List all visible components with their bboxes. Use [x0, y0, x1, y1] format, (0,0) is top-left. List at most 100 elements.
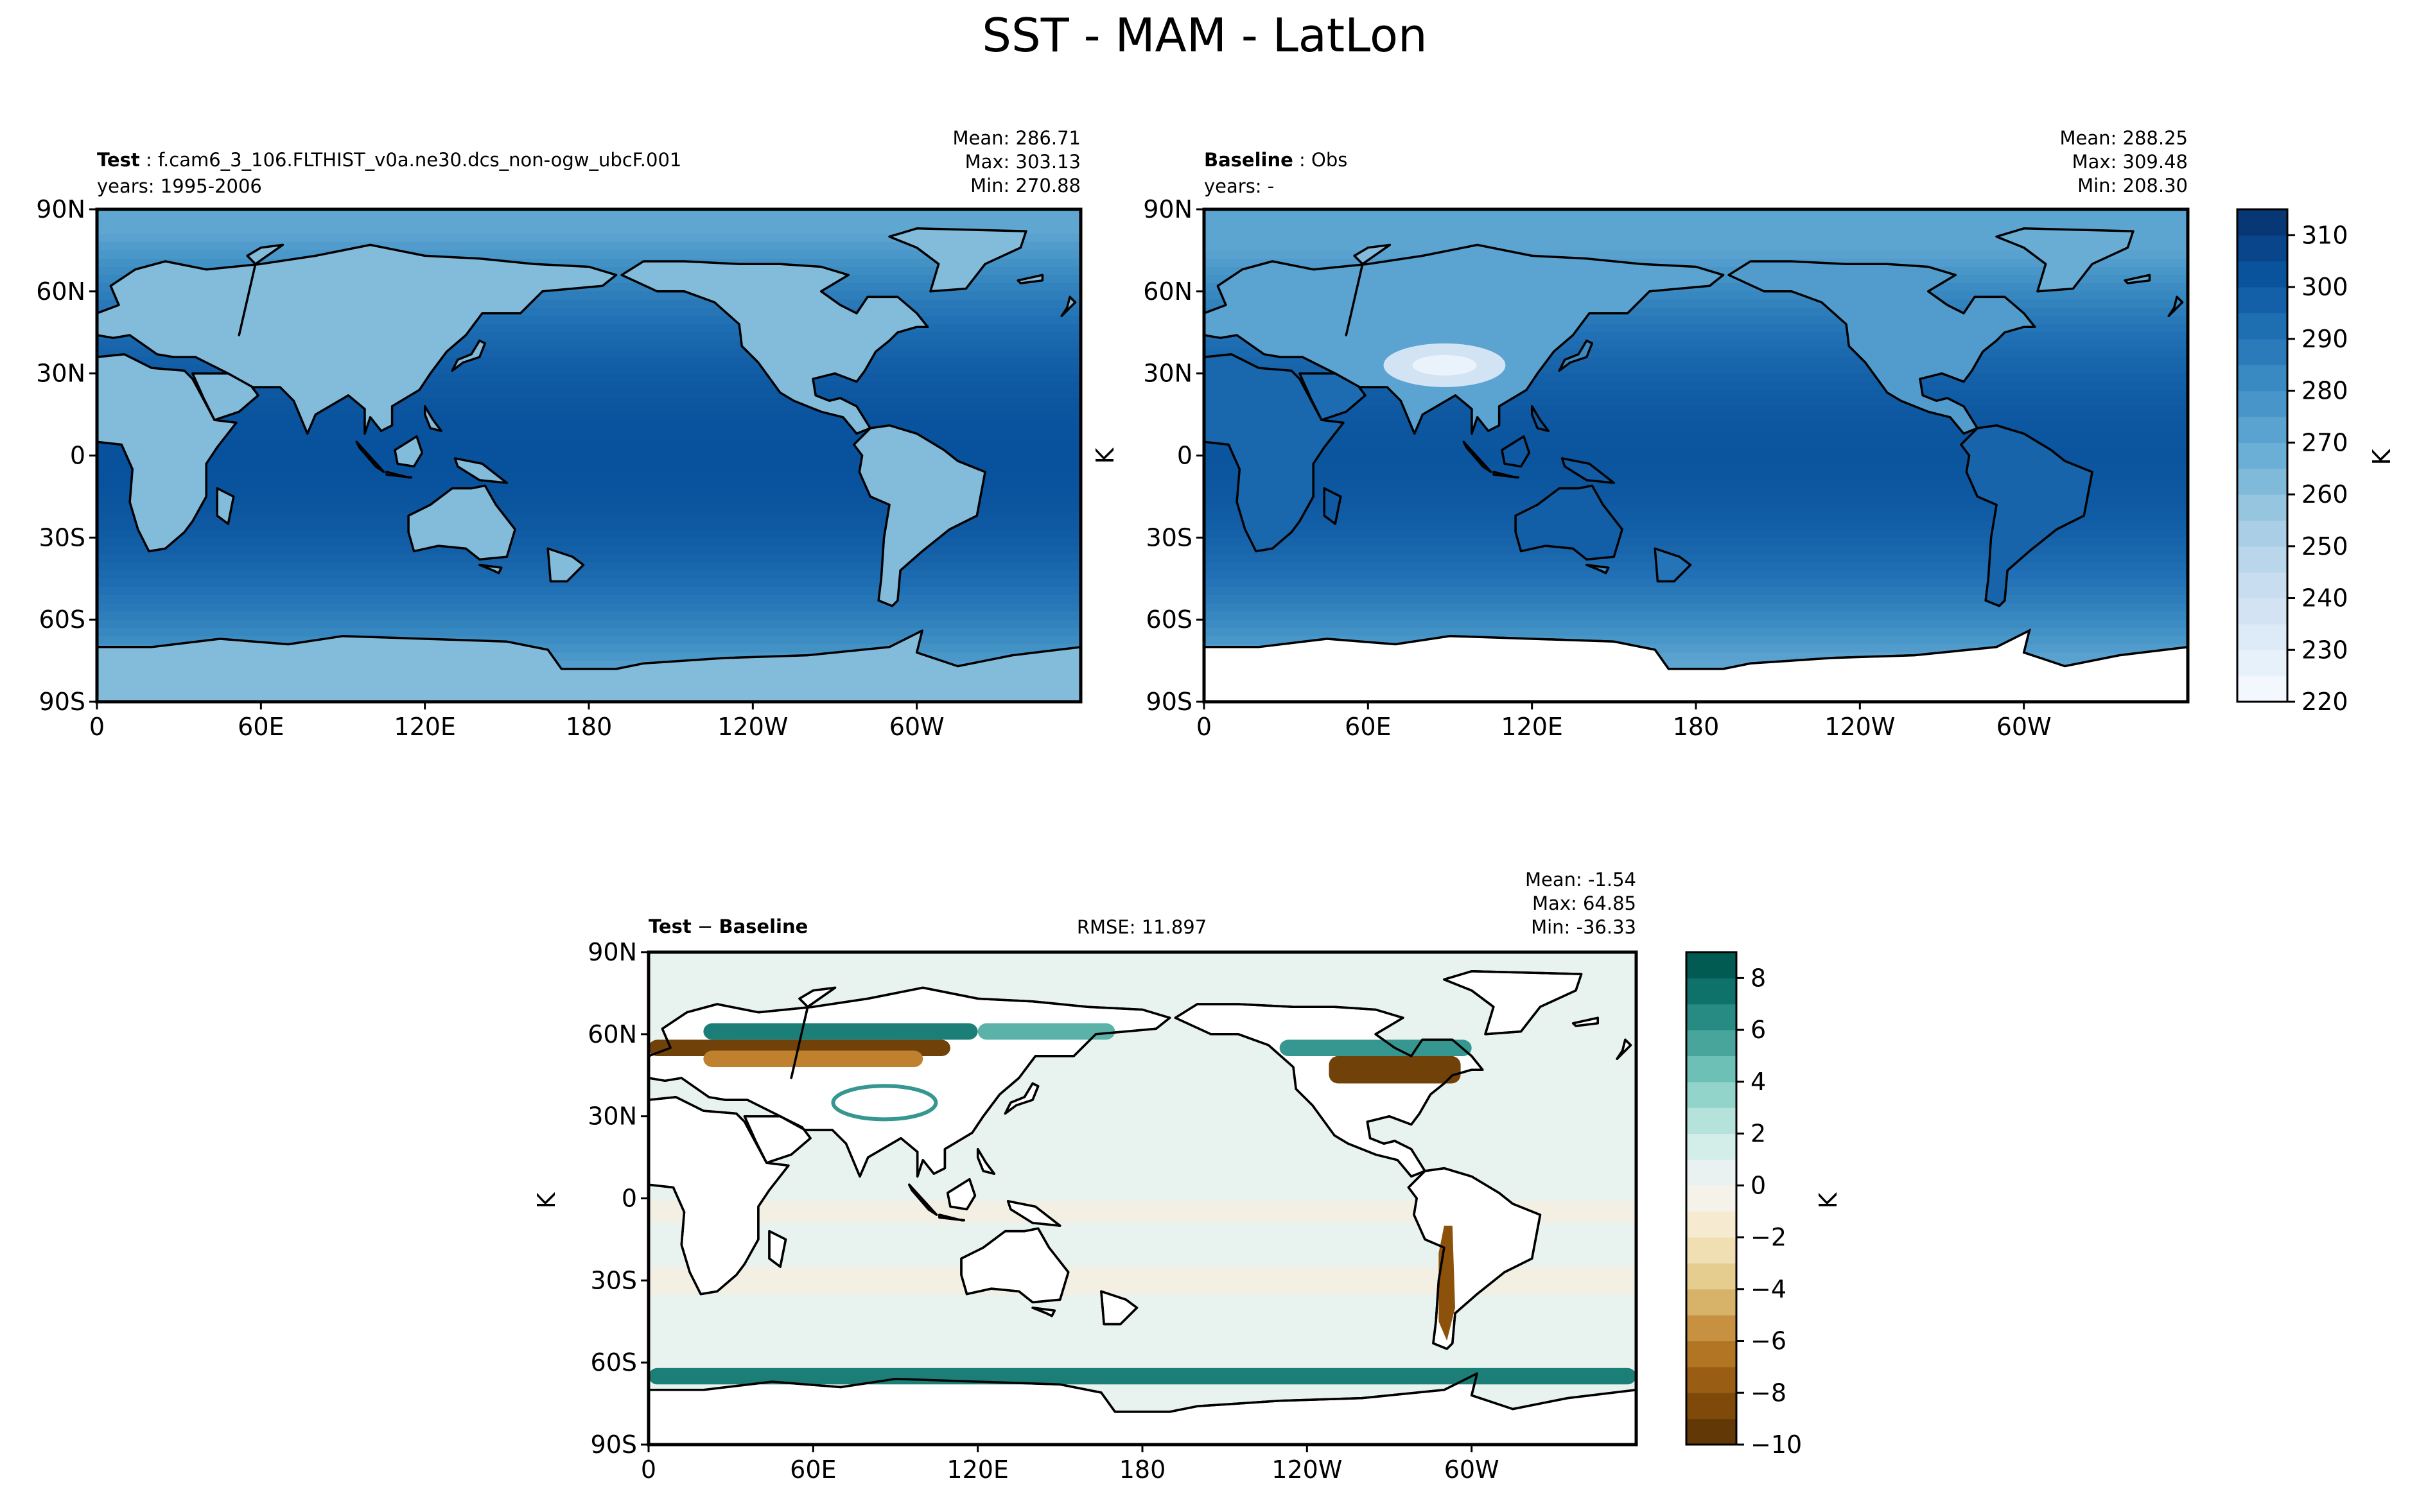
- baseline-field-band: [1204, 480, 2188, 489]
- test-mean: Mean: 286.71: [953, 127, 1081, 149]
- test-field-band: [97, 242, 1081, 251]
- difference-bias-eurasia-warm: [703, 1023, 978, 1040]
- baseline-ytick-label: 30N: [1143, 360, 1192, 388]
- test-coastline: [888, 227, 1027, 293]
- baseline-field-band: [1204, 431, 2188, 440]
- difference-bias-eurasia-cool: [703, 1050, 923, 1067]
- difference-coastline-outline: [960, 1227, 1070, 1304]
- baseline-coastline: [1514, 484, 1623, 561]
- panel-baseline: Baseline : Obs years: - Mean: 288.25 Max…: [1091, 127, 2396, 741]
- baseline-label-bold: Baseline: [1204, 149, 1293, 171]
- baseline-antarctica: [1204, 628, 2188, 702]
- test-coastline: [407, 484, 516, 561]
- baseline-ytick-label: 90N: [1143, 195, 1192, 223]
- difference-colorbar-level: [1686, 1418, 1736, 1445]
- baseline-field-band: [1204, 422, 2188, 431]
- test-ytick-label: 30N: [36, 360, 85, 388]
- baseline-field-band: [1204, 570, 2188, 579]
- test-field-band: [97, 611, 1081, 620]
- baseline-colorbar-tick-label: 290: [2301, 325, 2348, 353]
- baseline-max: Max: 309.48: [2072, 151, 2188, 173]
- difference-colorbar-tick-label: −6: [1751, 1327, 1786, 1355]
- test-field-band: [97, 521, 1081, 530]
- test-ytick-label: 30S: [39, 523, 85, 552]
- baseline-xtick-label: 0: [1196, 713, 1212, 741]
- baseline-colorbar-tick-label: 300: [2301, 273, 2348, 301]
- baseline-colorbar-tick-label: 270: [2301, 428, 2348, 456]
- difference-colorbar-tick-label: 2: [1751, 1120, 1766, 1148]
- test-field-band: [97, 414, 1081, 423]
- difference-label-sep: −: [692, 916, 719, 937]
- difference-colorbar-level: [1686, 1289, 1736, 1316]
- test-label-bold: Test: [97, 149, 140, 171]
- baseline-coastlines: [1204, 227, 2188, 702]
- test-field-band: [97, 496, 1081, 505]
- baseline-field-band: [1204, 455, 2188, 464]
- difference-ytick-label: 0: [622, 1185, 637, 1213]
- test-max: Max: 303.13: [965, 151, 1081, 173]
- baseline-coastline: [1462, 440, 1492, 473]
- test-coastline: [546, 547, 585, 583]
- test-xtick-label: 0: [89, 713, 105, 741]
- difference-coastline-outline: [1006, 1200, 1061, 1227]
- difference-label: Test − Baseline: [649, 916, 808, 937]
- baseline-label-source: Obs: [1311, 149, 1347, 171]
- baseline-field-band: [1204, 488, 2188, 497]
- test-ytick-label: 60N: [36, 277, 85, 306]
- test-field-band: [97, 513, 1081, 522]
- baseline-field-band: [1204, 496, 2188, 505]
- difference-mean: Mean: -1.54: [1525, 869, 1636, 891]
- baseline-field-band: [1204, 234, 2188, 243]
- test-field-band: [97, 578, 1081, 587]
- baseline-coastline: [1204, 243, 1725, 435]
- figure-title: SST - MAM - LatLon: [982, 8, 1427, 62]
- test-field-band: [97, 225, 1081, 234]
- difference-colorbar-frame: [1685, 951, 1738, 1446]
- test-coastline: [385, 471, 413, 479]
- difference-colorbar-level: [1686, 1315, 1736, 1342]
- baseline-coastline: [2167, 295, 2184, 317]
- test-ytick-label: 60S: [39, 605, 85, 634]
- test-xtick-label: 60W: [889, 713, 945, 741]
- baseline-field-band: [1204, 537, 2188, 546]
- test-coastline: [216, 487, 235, 525]
- difference-coastline-outline: [938, 1213, 966, 1222]
- test-field-band: [97, 537, 1081, 546]
- baseline-field-band: [1204, 603, 2188, 612]
- test-coastline: [238, 243, 284, 336]
- baseline-colorbar-tick-label: 220: [2301, 688, 2348, 716]
- difference-coastline-outline: [1407, 1167, 1542, 1350]
- difference-coastline-outline: [908, 1183, 938, 1216]
- baseline-field-band: [1204, 529, 2188, 538]
- difference-bias-southern-ring: [649, 1368, 1636, 1385]
- baseline-ytick-label: 90S: [1146, 688, 1192, 716]
- baseline-xtick-label: 120W: [1824, 713, 1895, 741]
- difference-ylabel: K: [532, 1192, 561, 1208]
- baseline-coastline: [1585, 564, 1610, 575]
- difference-colorbar-tick-label: −4: [1751, 1275, 1786, 1303]
- difference-coastline-outline: [768, 1230, 787, 1268]
- difference-ytick-label: 60N: [588, 1020, 637, 1048]
- difference-coastline-outline: [976, 1148, 996, 1175]
- baseline-coastline: [1960, 424, 2093, 607]
- baseline-years: years: -: [1204, 175, 1274, 197]
- baseline-coastline: [1323, 487, 1342, 525]
- test-field-band: [97, 562, 1081, 571]
- baseline-colorbar-level: [2237, 468, 2287, 495]
- difference-colorbar-level: [1686, 1133, 1736, 1160]
- difference-coastlines: [649, 970, 1636, 1445]
- baseline-colorbar-frame: [2236, 208, 2289, 703]
- test-label: Test : f.cam6_3_106.FLTHIST_v0a.ne30.dcs…: [97, 149, 681, 171]
- difference-xtick-label: 60W: [1444, 1456, 1499, 1484]
- baseline-colorbar-level: [2237, 650, 2287, 677]
- test-field-band: [97, 620, 1081, 629]
- difference-colorbar: 8 6 4 2 0 −2 −4 −6 −8 −10: [1685, 951, 1802, 1459]
- difference-colorbar-tick-label: −2: [1751, 1223, 1786, 1251]
- baseline-colorbar-level: [2237, 261, 2287, 288]
- test-field-band: [97, 529, 1081, 538]
- baseline-colorbar-level: [2237, 338, 2287, 365]
- baseline-coastline: [1492, 471, 1520, 479]
- baseline-axis-ticks: 0 60E 120E 180 120W 60W 90N 60N 30N 0 30S 60S 90S: [1143, 195, 2051, 741]
- difference-colorbar-level: [1686, 1004, 1736, 1030]
- test-coastline: [1060, 295, 1077, 317]
